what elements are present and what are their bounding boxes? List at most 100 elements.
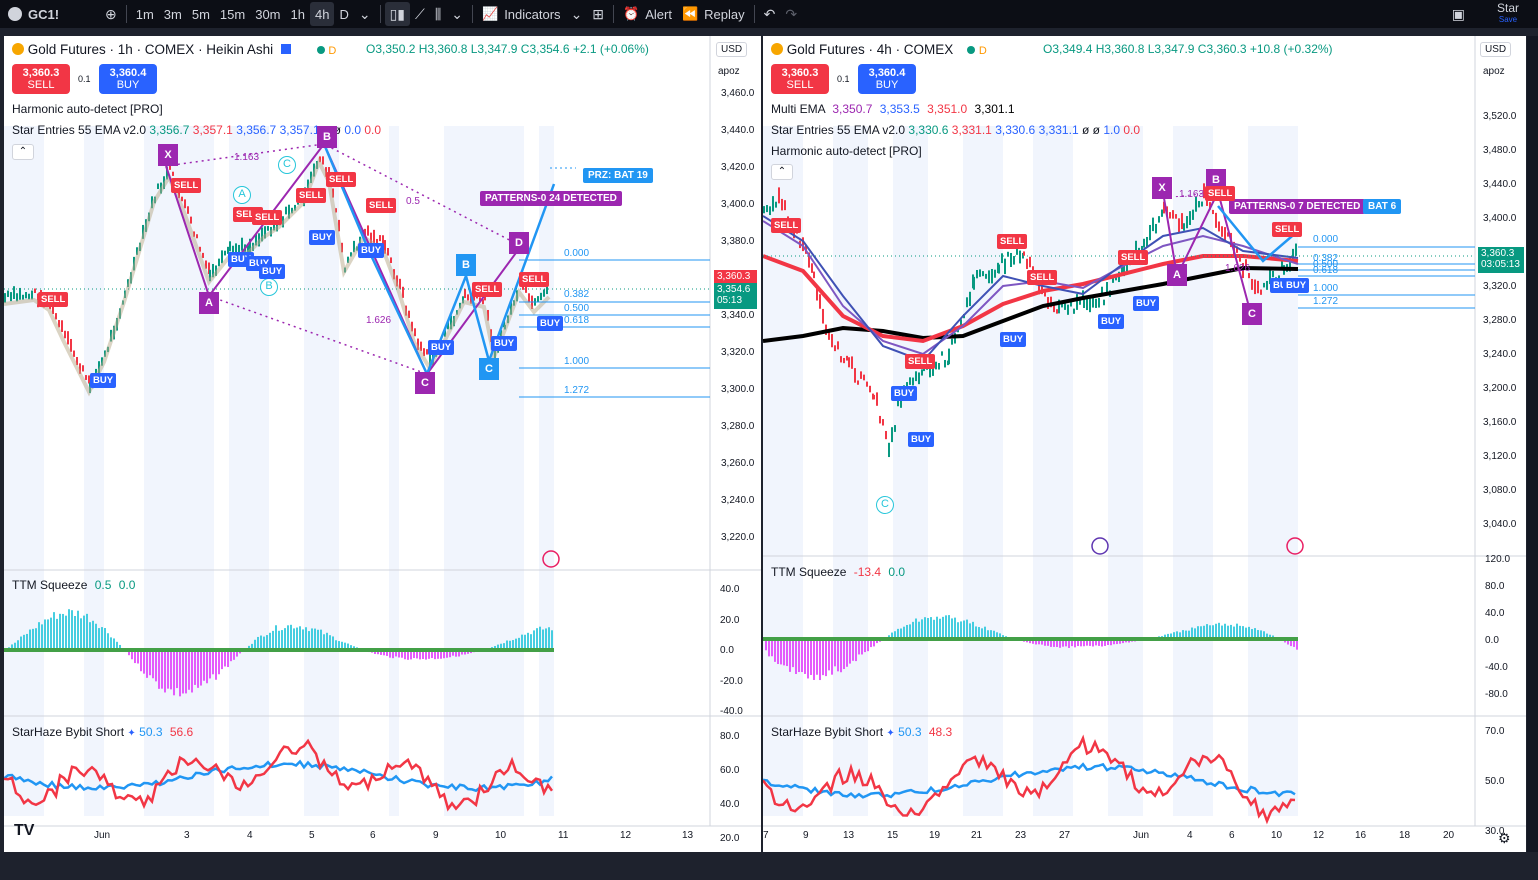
- ratio-label: 1.626: [1225, 263, 1251, 274]
- interval-30m[interactable]: 30m: [255, 6, 281, 22]
- chevron-down-icon[interactable]: ⌄: [451, 5, 463, 22]
- date-tick: 13: [682, 830, 694, 841]
- ttm-bar: [960, 621, 962, 639]
- ttm-bar: [945, 615, 947, 639]
- interval-3m[interactable]: 3m: [163, 6, 182, 22]
- candle: [1112, 278, 1114, 283]
- right-chart-canvas[interactable]: [763, 36, 1526, 852]
- interval-15m[interactable]: 15m: [219, 6, 246, 22]
- alert-button[interactable]: ⏰ Alert: [618, 0, 677, 28]
- scale-mode[interactable]: apoz: [1483, 66, 1505, 77]
- candle: [1121, 262, 1123, 273]
- interval-1m[interactable]: 1m: [135, 6, 154, 22]
- panel-toggle-icon[interactable]: ▣: [1451, 5, 1465, 22]
- buy-button[interactable]: 3,360.4 BUY: [858, 64, 916, 94]
- date-tick: 16: [1355, 830, 1367, 841]
- buy-price: 3,360.4: [109, 67, 147, 79]
- sell-button[interactable]: 3,360.3 SELL: [771, 64, 829, 94]
- axis-label: 20.0: [720, 833, 740, 844]
- replay-button[interactable]: ⏪ Replay: [677, 0, 750, 28]
- axis-label: 3,120.0: [1483, 451, 1517, 462]
- candle: [414, 328, 416, 337]
- candle: [840, 356, 842, 363]
- interval-5m[interactable]: 5m: [191, 6, 210, 22]
- chevron-down-icon[interactable]: ⌄: [570, 5, 583, 22]
- candle: [319, 156, 321, 163]
- ttm-legend[interactable]: TTM Squeeze 0.5 0.0: [12, 578, 135, 592]
- ttm-bar: [792, 639, 794, 668]
- candle: [227, 246, 229, 254]
- buy-button[interactable]: 3,360.4 BUY: [99, 64, 157, 94]
- candle: [1192, 209, 1194, 220]
- ttm-bar: [1197, 626, 1199, 639]
- sell-label: SELL: [27, 79, 55, 91]
- candle: [307, 179, 309, 191]
- layout-name[interactable]: Star Save: [1492, 0, 1524, 28]
- candle: [998, 264, 1000, 274]
- ttm-bar: [545, 628, 547, 650]
- ttm-bar: [924, 617, 926, 639]
- ttm-bar: [801, 639, 803, 673]
- left-chart-pane[interactable]: Gold Futures · 1h · COMEX · Heikin Ashi …: [4, 36, 761, 852]
- undo-icon[interactable]: ↶: [763, 5, 776, 22]
- axis-label: 3,260.0: [721, 458, 755, 469]
- ttm-bar: [398, 650, 400, 658]
- collapse-legend-button[interactable]: ⌃: [12, 144, 34, 160]
- chevron-down-icon[interactable]: ⌄: [358, 5, 371, 22]
- bar-style-icon[interactable]: ⫼: [434, 5, 442, 22]
- spread: 0.1: [837, 74, 850, 84]
- bat-pattern-line: [1217, 205, 1299, 263]
- ind-value: 3,356.7: [149, 123, 190, 137]
- indicator-star-entries[interactable]: Star Entries 55 EMA v2.0 3,330.6 3,331.1…: [771, 123, 1140, 137]
- line-chart-icon[interactable]: ⟋: [415, 5, 425, 22]
- date-tick: 9: [433, 830, 439, 841]
- candle: [863, 374, 865, 381]
- add-symbol-icon[interactable]: ⊕: [105, 5, 117, 22]
- candle: [1227, 232, 1229, 237]
- ttm-bar: [930, 617, 932, 639]
- ttm-bar: [425, 650, 427, 660]
- indicator-harmonic[interactable]: Harmonic auto-detect [PRO]: [12, 102, 163, 116]
- interval-1h[interactable]: 1h: [290, 6, 305, 22]
- sell-button[interactable]: 3,360.3 SELL: [12, 64, 70, 94]
- ttm-bar: [1044, 639, 1046, 646]
- pattern-point-b: B: [317, 126, 337, 148]
- redo-icon[interactable]: ↷: [785, 5, 798, 22]
- date-tick: Jun: [1133, 830, 1150, 841]
- ttm-legend[interactable]: TTM Squeeze -13.4 0.0: [771, 565, 905, 579]
- ttm-bar: [921, 619, 923, 639]
- ttm-bar: [215, 650, 217, 680]
- symbol-search[interactable]: GC1!: [0, 0, 100, 28]
- indicator-harmonic[interactable]: Harmonic auto-detect [PRO]: [771, 144, 922, 158]
- candle: [1026, 258, 1028, 269]
- ttm-bar: [119, 644, 121, 650]
- starhaze-legend[interactable]: StarHaze Bybit Short ✦ 50.3 56.6: [12, 725, 193, 739]
- indicator-multi-ema[interactable]: Multi EMA 3,350.7 3,353.5 3,351.0 3,301.…: [771, 102, 1015, 116]
- layout-grid-icon[interactable]: ⊞: [592, 5, 605, 22]
- settings-gear-icon[interactable]: ⚙: [1498, 830, 1511, 846]
- buy-signal-marker: BUY: [1283, 278, 1310, 293]
- candles-icon[interactable]: ▯▮: [384, 2, 410, 26]
- interval-D[interactable]: D: [339, 6, 349, 22]
- candle: [1089, 298, 1091, 313]
- ttm-bar: [68, 609, 70, 650]
- axis-label: 3,280.0: [721, 421, 755, 432]
- date-tick: 12: [620, 830, 632, 841]
- ttm-bar: [296, 627, 298, 650]
- scale-mode[interactable]: apoz: [718, 66, 740, 77]
- candle: [328, 167, 330, 173]
- ind-value: 3,353.5: [879, 102, 920, 116]
- ttm-bar: [1086, 639, 1088, 646]
- currency-button[interactable]: USD: [716, 42, 748, 57]
- interval-4h[interactable]: 4h: [309, 2, 335, 26]
- currency-button[interactable]: USD: [1480, 42, 1512, 57]
- collapse-legend-button[interactable]: ⌃: [771, 164, 793, 180]
- candle: [1064, 301, 1066, 310]
- right-chart-pane[interactable]: Gold Futures · 4h · COMEX D O3,349.4 H3,…: [763, 36, 1526, 852]
- indicator-star-entries[interactable]: Star Entries 55 EMA v2.0 3,356.7 3,357.1…: [12, 123, 381, 137]
- candle: [22, 294, 24, 300]
- candle: [184, 199, 186, 209]
- indicators-button[interactable]: 📈 Indicators: [477, 0, 566, 28]
- candle: [370, 232, 372, 247]
- starhaze-legend[interactable]: StarHaze Bybit Short ✦ 50.3 48.3: [771, 725, 952, 739]
